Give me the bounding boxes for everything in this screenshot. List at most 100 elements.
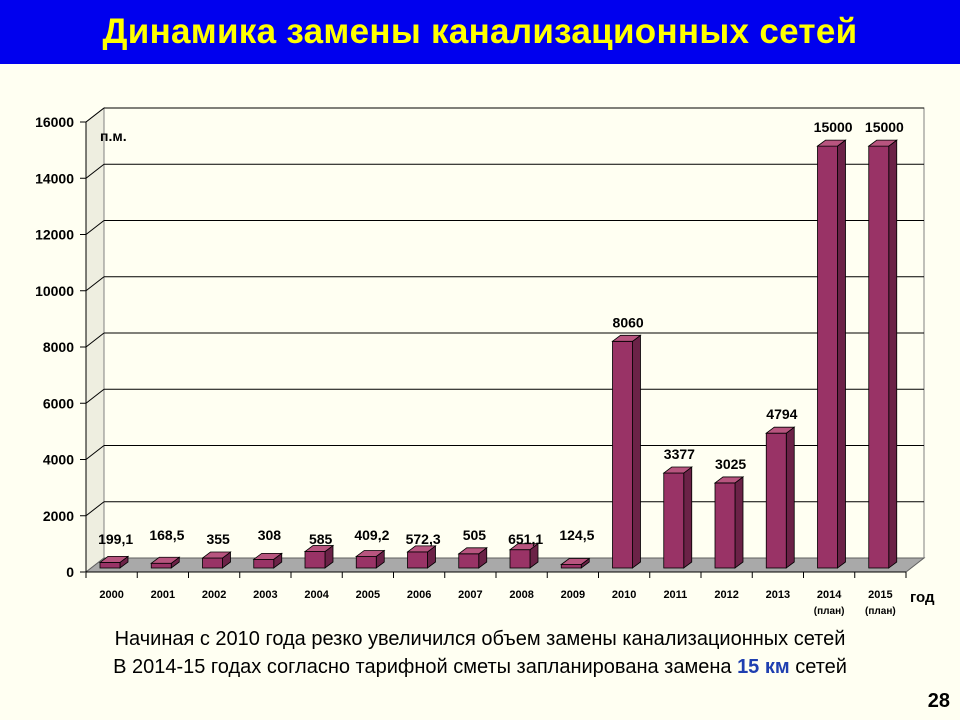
y-tick-label: 4000 [43, 452, 74, 468]
bar-top [457, 547, 488, 555]
bar-top [611, 334, 642, 342]
gridline-side [85, 445, 105, 460]
x-tick-label: 2012 [714, 589, 738, 601]
data-label: 355 [206, 531, 230, 547]
x-tick-label: 2004 [304, 589, 329, 601]
caption-highlight: 15 км [737, 656, 790, 678]
data-label: 308 [258, 527, 282, 543]
gridline-side [85, 501, 105, 517]
bar [509, 549, 531, 569]
bar [560, 564, 582, 569]
data-label: 124,5 [559, 527, 594, 543]
bar [612, 340, 633, 569]
bar [150, 562, 172, 569]
y-tick-label: 2000 [43, 508, 74, 524]
x-tick-label: 2003 [253, 589, 277, 601]
bar [663, 472, 685, 569]
bar-top [816, 139, 847, 147]
x-tick-label: 2002 [202, 589, 226, 601]
x-tick-label: 2011 [663, 589, 687, 601]
y-tick-label: 0 [66, 564, 74, 580]
bar-chart: 0 2000 4000 6000 8000 10000 12000 14000 16000 п.м… [35, 106, 935, 617]
bar-top [98, 556, 130, 563]
y-tick-label: 10000 [35, 283, 74, 299]
y-tick-label: 16000 [35, 114, 74, 130]
x-tick-label: 2001 [151, 589, 175, 601]
bar-top [713, 476, 745, 484]
caption-line-1: Начиная с 2010 года резко увеличился объ… [114, 628, 846, 650]
x-tick-label: 2007 [458, 589, 482, 601]
data-label: 199,1 [98, 531, 133, 547]
data-label: 585 [309, 531, 333, 547]
bar [355, 556, 377, 569]
gridline-side [85, 107, 105, 123]
bar-top [201, 551, 232, 559]
bar [202, 557, 223, 569]
slide-title: Динамика замены канализационных сетей [102, 12, 858, 51]
x-tick-note: (план) [865, 606, 896, 617]
x-tick-label: 2015 [868, 589, 892, 601]
data-label: 3025 [715, 456, 746, 472]
bar-top [406, 545, 437, 553]
y-axis-title: п.м. [100, 128, 127, 144]
bar-top [355, 550, 386, 557]
bar-top [662, 466, 693, 474]
bar [304, 551, 326, 569]
data-label: 168,5 [149, 527, 184, 543]
bar-side [785, 426, 795, 569]
caption-line-2: В 2014-15 годах согласно тарифной сметы … [0, 656, 960, 679]
y-tick-label: 12000 [35, 227, 74, 243]
data-label: 505 [463, 527, 487, 543]
data-label: 572,3 [406, 531, 441, 547]
bar-top [560, 558, 591, 565]
page-number: 28 [927, 690, 950, 712]
x-tick-label: 2010 [612, 589, 636, 601]
bar [765, 432, 787, 569]
bar-side [683, 466, 693, 569]
gridline-side [85, 220, 105, 235]
bar-top [303, 545, 335, 552]
bar-side [734, 476, 744, 569]
bar-top [867, 139, 898, 147]
x-tick-label: 2013 [766, 589, 790, 601]
y-tick-label: 14000 [35, 170, 74, 186]
gridline-side [85, 163, 105, 179]
x-axis-title: год [910, 589, 935, 606]
x-tick-label: 2009 [561, 589, 585, 601]
data-label: 15000 [865, 119, 904, 135]
y-tick-label: 6000 [43, 395, 74, 411]
bar-side [632, 334, 641, 569]
bar [407, 551, 428, 569]
data-label: 409,2 [354, 527, 389, 543]
data-label: 8060 [613, 314, 644, 330]
caption-line-2-end: сетей [789, 656, 847, 678]
gridline-side [85, 332, 105, 348]
x-tick-label: 2000 [99, 589, 123, 601]
y-tick-label: 8000 [43, 339, 74, 355]
gridline-side [85, 388, 105, 404]
bar [253, 558, 275, 569]
x-tick-label: 2005 [356, 589, 380, 601]
data-label: 15000 [814, 119, 853, 135]
bar [817, 145, 838, 569]
data-label: 4794 [766, 406, 797, 422]
bar [99, 562, 121, 569]
x-tick-label: 2006 [407, 589, 431, 601]
gridline-side [85, 276, 105, 292]
x-tick-label: 2008 [509, 589, 533, 601]
bar-top [508, 543, 540, 551]
bar [714, 482, 736, 569]
bar-side [888, 139, 898, 569]
bar-top [765, 426, 796, 434]
bar-top [252, 552, 283, 560]
x-tick-label: 2014 [817, 589, 842, 601]
caption-line-2-start: В 2014-15 годах согласно тарифной сметы … [113, 656, 738, 678]
bar-side [837, 139, 846, 569]
data-label: 651,1 [508, 531, 543, 547]
data-label: 3377 [664, 446, 695, 462]
title-bar: Динамика замены канализационных сетей [0, 0, 960, 64]
bar [458, 553, 480, 569]
x-tick-note: (план) [814, 606, 845, 617]
bar-top [150, 556, 181, 564]
bar [868, 145, 890, 569]
